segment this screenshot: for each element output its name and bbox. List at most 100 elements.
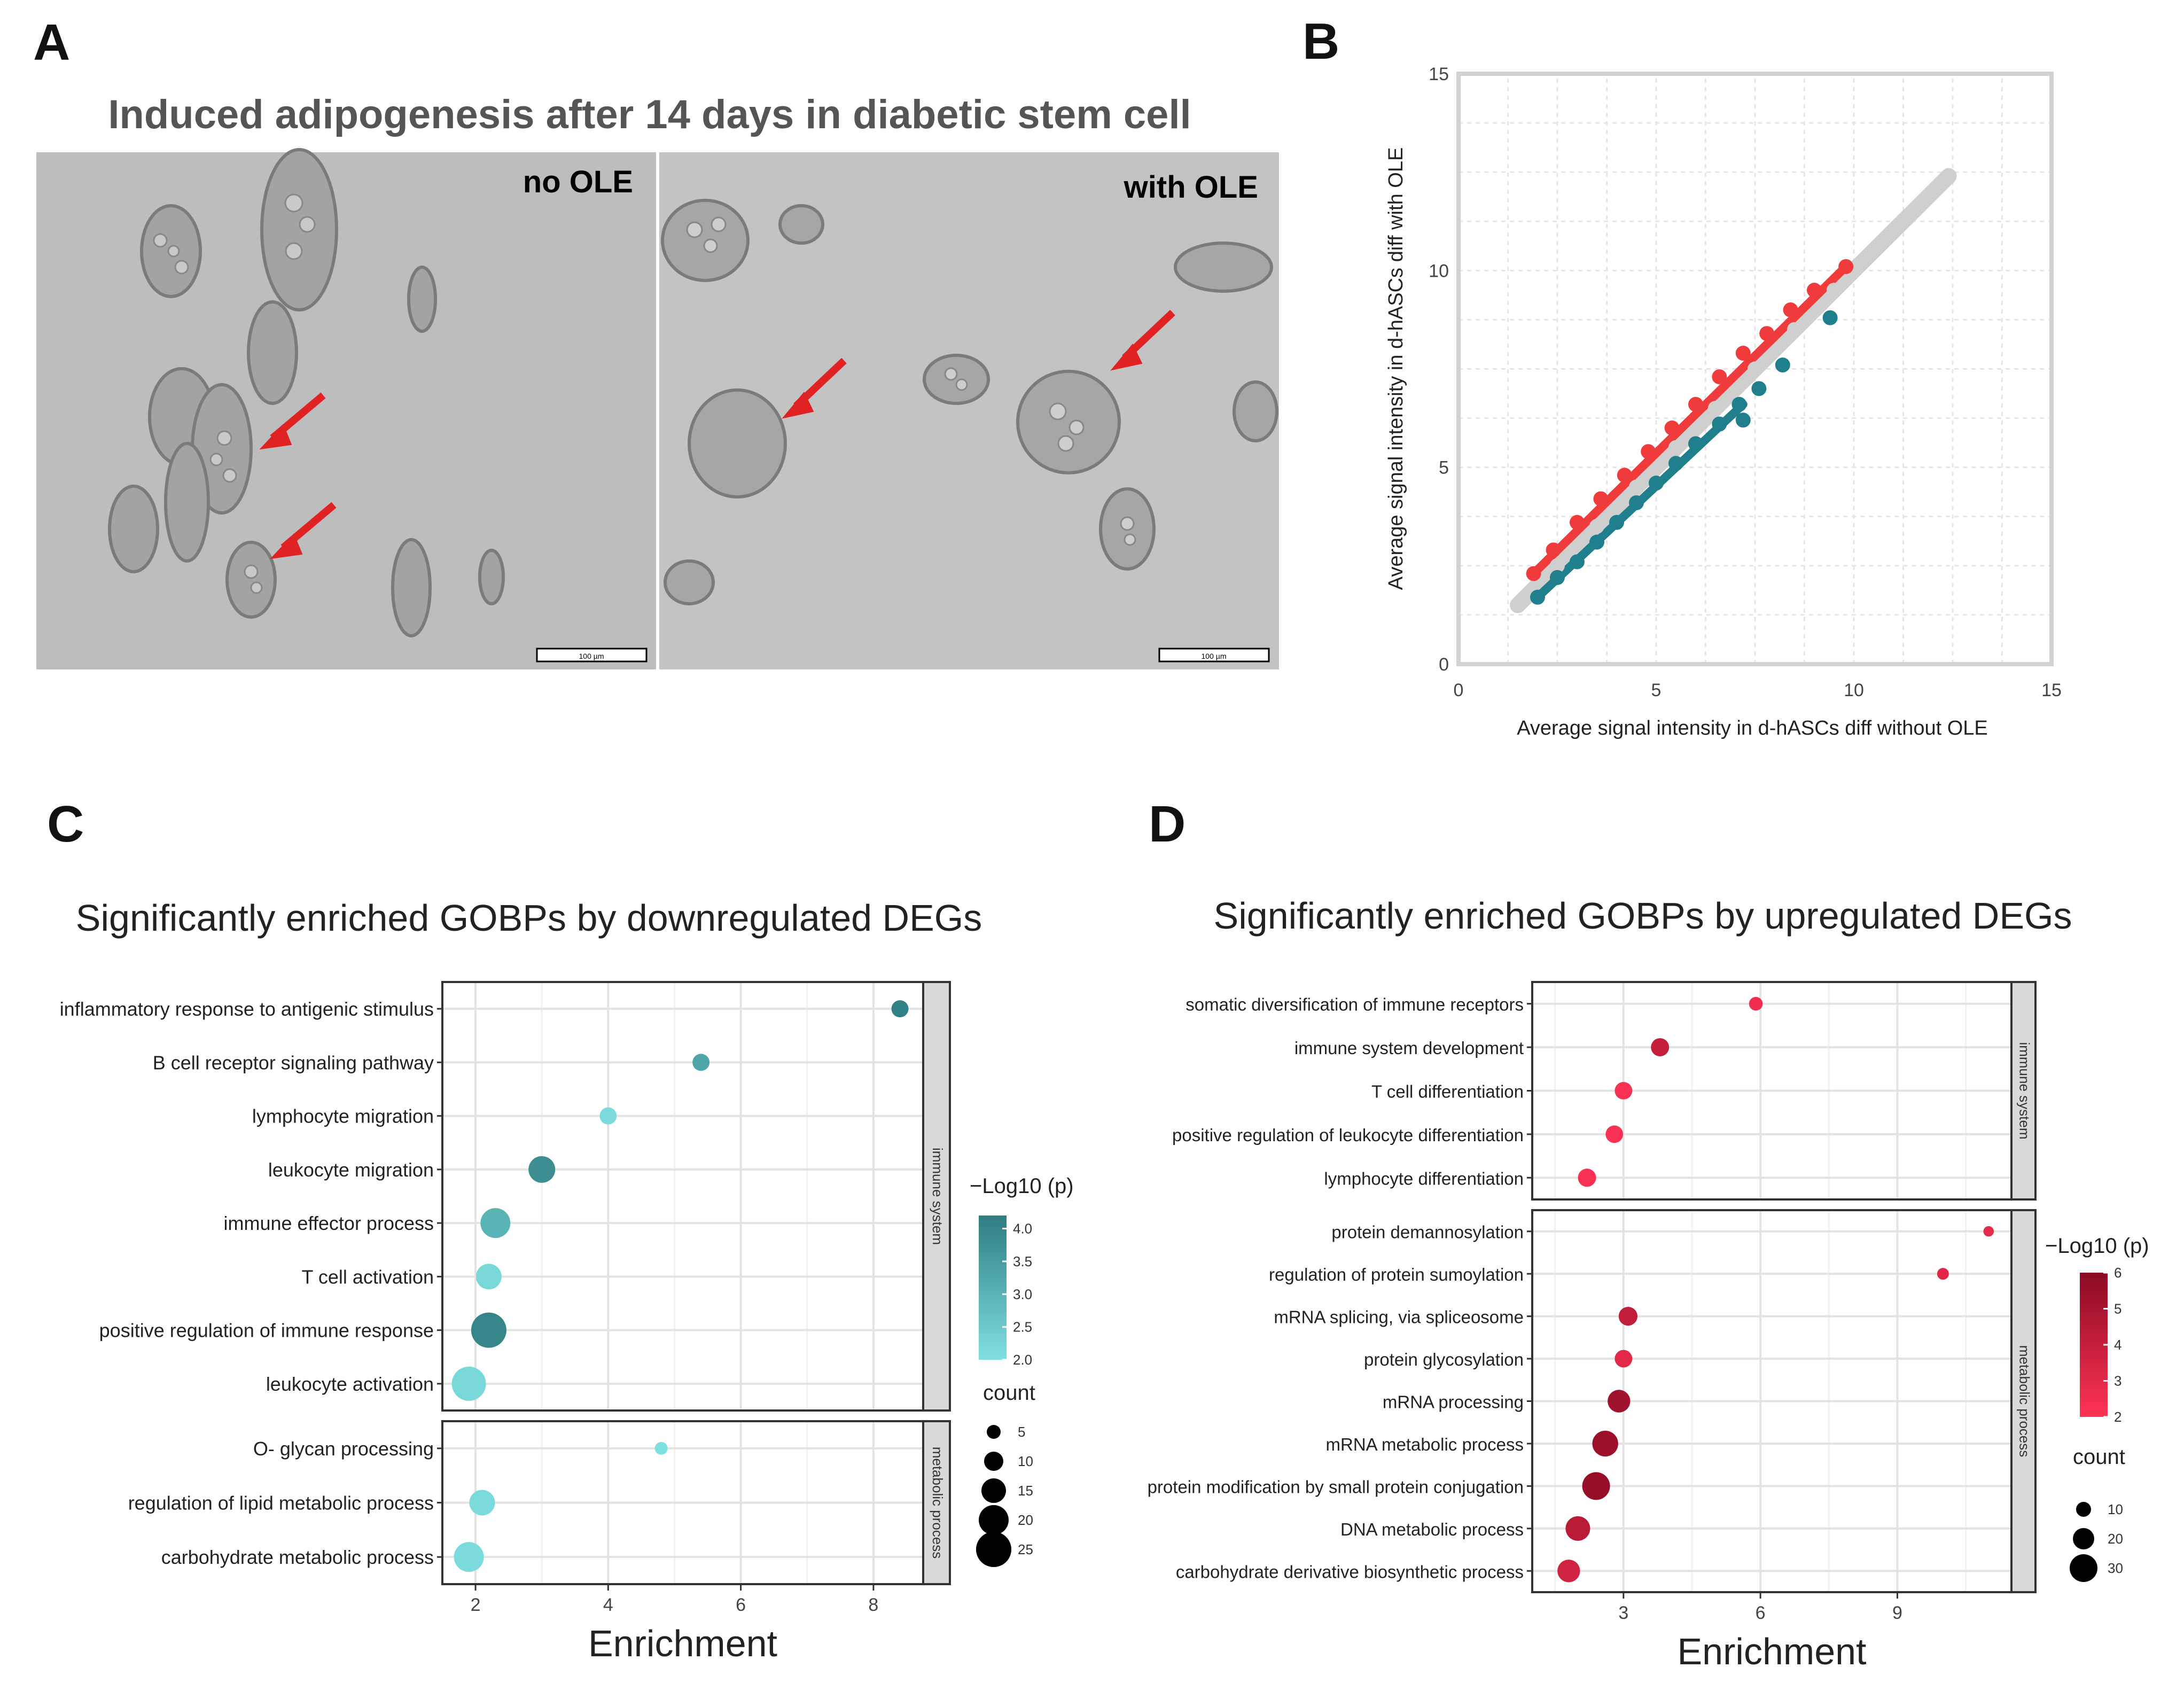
color-legend-tick-label: 2.5 — [1013, 1319, 1032, 1335]
panel-b-ticks: 0 5 10 15 0 5 10 15 — [1429, 64, 2062, 700]
scatter-point — [1629, 479, 1644, 495]
color-legend-tick-label: 4.0 — [1013, 1221, 1032, 1237]
term-dot — [1614, 1082, 1633, 1100]
x-tick-label: 6 — [1756, 1603, 1766, 1623]
scatter-point — [1649, 476, 1664, 491]
panel-a-label: A — [33, 14, 70, 71]
scatter-point — [1589, 534, 1604, 550]
scatter-point — [1688, 396, 1703, 412]
size-legend-label: 15 — [1018, 1483, 1033, 1499]
term-label: O- glycan processing — [253, 1438, 434, 1460]
x-tick-label: 4 — [603, 1595, 613, 1615]
color-legend-bar — [2080, 1273, 2108, 1417]
panel-c-chart: immune system inflammatory response to an… — [60, 981, 1074, 1664]
scale-bar-label: 100 µm — [579, 652, 604, 660]
size-legend-dot — [979, 1505, 1009, 1535]
scatter-point — [1550, 558, 1565, 573]
series-not-significant-band — [1510, 168, 1957, 613]
x-tick-label: 5 — [1651, 680, 1662, 700]
term-label: somatic diversification of immune recept… — [1185, 995, 1524, 1015]
facet-strip — [922, 981, 951, 1412]
panel-d: D Significantly enriched GOBPs by upregu… — [1148, 796, 2149, 1672]
panel-b-ylabel: Average signal intensity in d-hASCs diff… — [1385, 147, 1407, 590]
scatter-point — [1688, 436, 1703, 451]
term-dot — [475, 1264, 502, 1290]
y-tick-label: 10 — [1429, 261, 1449, 281]
color-legend-tick-label: 3 — [2114, 1373, 2121, 1389]
term-label: mRNA metabolic process — [1326, 1435, 1524, 1454]
term-dot — [480, 1208, 511, 1238]
term-label: regulation of lipid metabolic process — [128, 1492, 434, 1514]
size-legend-dot — [987, 1425, 1001, 1439]
scale-bar — [1158, 648, 1270, 663]
term-dot — [599, 1107, 617, 1125]
term-label: lymphocyte differentiation — [1324, 1168, 1524, 1188]
x-tick-label: 9 — [1892, 1603, 1902, 1623]
scatter-point — [1827, 283, 1842, 298]
size-legend-title: count — [2073, 1445, 2125, 1469]
color-legend-tick-label: 5 — [2114, 1301, 2121, 1317]
scatter-point — [1787, 322, 1802, 337]
scatter-point — [1546, 542, 1561, 558]
term-label: leukocyte migration — [268, 1159, 434, 1181]
term-label: B cell receptor signaling pathway — [153, 1051, 434, 1073]
facet-strip-label: immune system — [2017, 1042, 2033, 1139]
term-label: lymphocyte migration — [252, 1105, 434, 1127]
term-dot — [471, 1312, 506, 1348]
term-dot — [469, 1490, 495, 1516]
panel-c: C Significantly enriched GOBPs by downre… — [47, 796, 1074, 1664]
scatter-point — [1759, 326, 1775, 341]
x-axis-title: Enrichment — [588, 1623, 777, 1664]
facet-strip — [2010, 981, 2037, 1201]
arrow-icon — [782, 309, 1175, 419]
scatter-point — [1510, 597, 1525, 613]
term-label: carbohydrate metabolic process — [161, 1546, 434, 1568]
panel-b-label: B — [1302, 13, 1339, 70]
panel-b-points — [1510, 168, 1957, 613]
scatter-point — [1570, 554, 1585, 570]
scatter-point — [1593, 491, 1609, 506]
scatter-point — [1807, 283, 1822, 298]
scatter-point — [1731, 396, 1747, 412]
scatter-point — [1748, 361, 1762, 377]
size-legend-dot — [2070, 1554, 2097, 1582]
x-tick-label: 6 — [736, 1595, 746, 1615]
scatter-point — [1708, 401, 1723, 416]
scatter-point — [1550, 570, 1565, 585]
scatter-point — [1629, 495, 1644, 510]
scatter-point — [1526, 566, 1541, 581]
x-axis-title: Enrichment — [1677, 1631, 1866, 1672]
scatter-point — [1775, 357, 1790, 373]
panel-d-chart: immune system somatic diversification of … — [1148, 981, 2149, 1672]
scatter-point — [1735, 346, 1751, 361]
term-label: mRNA processing — [1383, 1392, 1524, 1412]
scatter-point — [1712, 369, 1727, 385]
facet-strip-label: immune system — [930, 1148, 946, 1245]
scatter-point — [1783, 302, 1798, 317]
term-dot — [1557, 1560, 1580, 1583]
panel-d-title: Significantly enriched GOBPs by upregula… — [1214, 895, 2072, 937]
scatter-point — [1822, 310, 1838, 325]
size-legend-label: 20 — [1018, 1512, 1033, 1528]
size-legend-label: 5 — [1018, 1424, 1025, 1440]
scale-bar-label: 100 µm — [1202, 652, 1227, 660]
size-legend-dot — [2076, 1502, 2091, 1517]
scatter-point — [1617, 467, 1632, 483]
scatter-point — [1668, 440, 1683, 455]
term-dot — [1578, 1168, 1596, 1187]
panel-b-xlabel: Average signal intensity in d-hASCs diff… — [1517, 717, 1988, 739]
term-dot — [654, 1441, 668, 1455]
micrograph-no-ole: no OLE 100 µm — [36, 148, 656, 669]
x-tick-label: 10 — [1844, 680, 1864, 700]
term-label: DNA metabolic process — [1340, 1519, 1524, 1539]
term-dot — [891, 1000, 909, 1018]
color-legend-tick-label: 3.5 — [1013, 1253, 1032, 1269]
x-tick-label: 3 — [1618, 1603, 1628, 1623]
panel-b: B 0 5 10 15 0 5 10 15 Average signal intensity … — [1302, 13, 2062, 739]
size-legend-label: 25 — [1018, 1541, 1033, 1557]
scatter-point — [1570, 515, 1585, 530]
size-legend-title: count — [983, 1381, 1035, 1405]
x-tick-label: 8 — [868, 1595, 878, 1615]
scatter-point — [1589, 519, 1604, 534]
